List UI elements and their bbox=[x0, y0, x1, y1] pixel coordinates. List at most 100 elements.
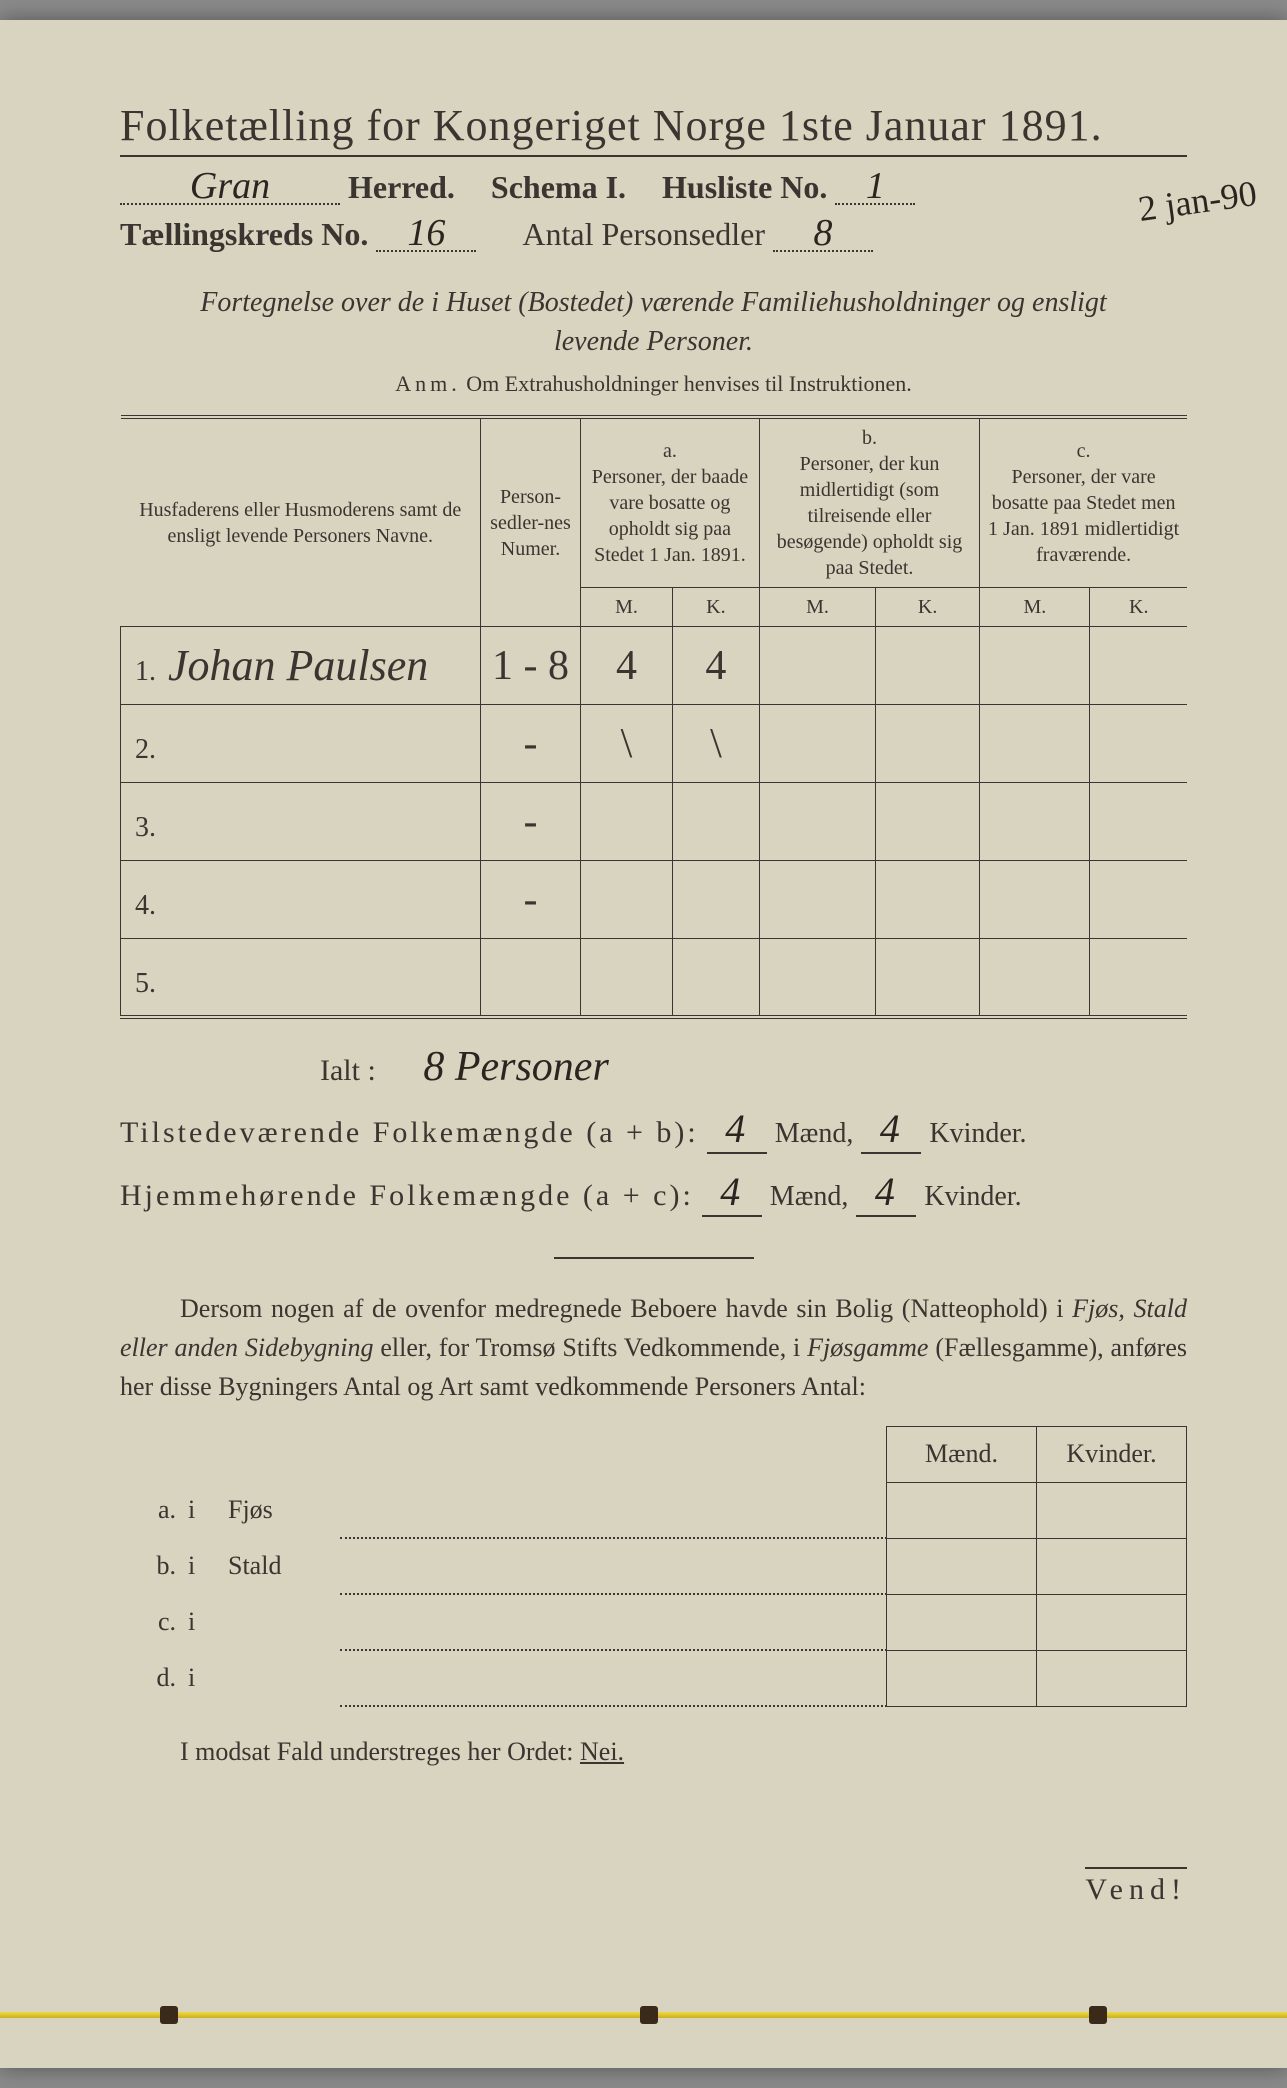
thread-knot-icon bbox=[160, 2006, 178, 2024]
present-population-row: Tilstedeværende Folkemængde (a + b): 4 M… bbox=[120, 1105, 1187, 1154]
row-c-m bbox=[980, 939, 1090, 1017]
ialt-row: Ialt : 8 Personer bbox=[120, 1043, 1187, 1091]
schema-label: Schema I. bbox=[491, 169, 626, 206]
row-a-m bbox=[581, 783, 673, 861]
husliste-label: Husliste No. bbox=[662, 169, 827, 206]
table-row: 2.-\\ bbox=[121, 705, 1188, 783]
row-a-k bbox=[673, 939, 760, 1017]
bldg-label: Fjøs bbox=[220, 1482, 340, 1538]
bldg-row: b.iStald bbox=[120, 1538, 1187, 1594]
nei-word: Nei. bbox=[580, 1737, 624, 1766]
row-c-k bbox=[1090, 705, 1187, 783]
row-c-m bbox=[980, 705, 1090, 783]
household-table: Husfaderens eller Husmoderens samt de en… bbox=[120, 415, 1187, 1019]
row-b-k bbox=[876, 783, 980, 861]
row-numer-cell: - bbox=[481, 861, 581, 939]
row-b-m bbox=[759, 861, 875, 939]
row-b-k bbox=[876, 627, 980, 705]
col-c-k: K. bbox=[1090, 588, 1187, 627]
building-table: Mænd. Kvinder. a.iFjøsb.iStaldc.id.i bbox=[120, 1426, 1187, 1708]
col-c-header: c. Personer, der vare bosatte paa Stedet… bbox=[980, 417, 1187, 588]
row-b-m bbox=[759, 939, 875, 1017]
bldg-letter: a. bbox=[120, 1482, 180, 1538]
row-b-k bbox=[876, 705, 980, 783]
row-name-cell: 2. bbox=[121, 705, 481, 783]
bldg-kvinder-cell bbox=[1037, 1650, 1187, 1706]
row-a-k: \ bbox=[673, 705, 760, 783]
bldg-i: i bbox=[180, 1482, 220, 1538]
bldg-dots bbox=[340, 1594, 887, 1650]
row-name-cell: 5. bbox=[121, 939, 481, 1017]
bldg-maend-cell bbox=[887, 1650, 1037, 1706]
kreds-no: 16 bbox=[376, 216, 476, 252]
antal-label: Antal Personsedler bbox=[522, 216, 765, 253]
section-divider bbox=[554, 1257, 754, 1259]
row-a-m: \ bbox=[581, 705, 673, 783]
row-c-k bbox=[1090, 783, 1187, 861]
bldg-i: i bbox=[180, 1650, 220, 1706]
table-row: 1.Johan Paulsen1 - 844 bbox=[121, 627, 1188, 705]
header-row-2: Tællingskreds No. 16 Antal Personsedler … bbox=[120, 216, 1187, 253]
row-numer-cell: - bbox=[481, 783, 581, 861]
row-c-m bbox=[980, 783, 1090, 861]
bldg-kvinder-cell bbox=[1037, 1594, 1187, 1650]
bldg-dots bbox=[340, 1538, 887, 1594]
bldg-kvinder-cell bbox=[1037, 1482, 1187, 1538]
table-row: 4.- bbox=[121, 861, 1188, 939]
bldg-label bbox=[220, 1594, 340, 1650]
col-b-header: b. Personer, der kun midlertidigt (som t… bbox=[759, 417, 979, 588]
row-b-k bbox=[876, 939, 980, 1017]
bldg-maend-cell bbox=[887, 1538, 1037, 1594]
bldg-maend-header: Mænd. bbox=[887, 1426, 1037, 1482]
bldg-row: a.iFjøs bbox=[120, 1482, 1187, 1538]
bldg-letter: c. bbox=[120, 1594, 180, 1650]
row-numer-cell: - bbox=[481, 705, 581, 783]
form-subtitle: Fortegnelse over de i Huset (Bostedet) v… bbox=[120, 283, 1187, 361]
col-b-k: K. bbox=[876, 588, 980, 627]
nei-line: I modsat Fald understreges her Ordet: Ne… bbox=[120, 1737, 1187, 1767]
col-a-m: M. bbox=[581, 588, 673, 627]
antal-value: 8 bbox=[773, 216, 873, 252]
page-title: Folketælling for Kongeriget Norge 1ste J… bbox=[120, 100, 1187, 157]
census-form-page: Folketælling for Kongeriget Norge 1ste J… bbox=[0, 20, 1287, 2068]
thread-knot-icon bbox=[640, 2006, 658, 2024]
bldg-dots bbox=[340, 1650, 887, 1706]
row-numer-cell bbox=[481, 939, 581, 1017]
home-k: 4 bbox=[856, 1168, 916, 1217]
bldg-row: d.i bbox=[120, 1650, 1187, 1706]
row-c-k bbox=[1090, 861, 1187, 939]
row-c-k bbox=[1090, 939, 1187, 1017]
herred-value: Gran bbox=[120, 169, 340, 205]
bldg-label bbox=[220, 1650, 340, 1706]
husliste-no: 1 bbox=[835, 169, 915, 205]
present-m: 4 bbox=[707, 1105, 767, 1154]
bldg-row: c.i bbox=[120, 1594, 1187, 1650]
table-row: 3.- bbox=[121, 783, 1188, 861]
row-a-m bbox=[581, 861, 673, 939]
bldg-letter: d. bbox=[120, 1650, 180, 1706]
row-b-m bbox=[759, 783, 875, 861]
kreds-label: Tællingskreds No. bbox=[120, 216, 368, 253]
present-k: 4 bbox=[861, 1105, 921, 1154]
row-a-m bbox=[581, 939, 673, 1017]
row-c-m bbox=[980, 627, 1090, 705]
row-b-m bbox=[759, 705, 875, 783]
bldg-dots bbox=[340, 1482, 887, 1538]
bldg-i: i bbox=[180, 1538, 220, 1594]
row-b-m bbox=[759, 627, 875, 705]
row-c-m bbox=[980, 861, 1090, 939]
bldg-label: Stald bbox=[220, 1538, 340, 1594]
header-row-1: Gran Herred. Schema I. Husliste No. 1 bbox=[120, 169, 1187, 206]
table-row: 5. bbox=[121, 939, 1188, 1017]
home-population-row: Hjemmehørende Folkemængde (a + c): 4 Mæn… bbox=[120, 1168, 1187, 1217]
col-a-header: a. Personer, der baade vare bosatte og o… bbox=[581, 417, 760, 588]
row-a-k: 4 bbox=[673, 627, 760, 705]
col-b-m: M. bbox=[759, 588, 875, 627]
household-rows: 1.Johan Paulsen1 - 8442.-\\3.-4.-5. bbox=[121, 627, 1188, 1017]
row-name-cell: 3. bbox=[121, 783, 481, 861]
row-a-k bbox=[673, 783, 760, 861]
row-b-k bbox=[876, 861, 980, 939]
bldg-kvinder-cell bbox=[1037, 1538, 1187, 1594]
herred-label: Herred. bbox=[348, 169, 455, 206]
bldg-maend-cell bbox=[887, 1594, 1037, 1650]
